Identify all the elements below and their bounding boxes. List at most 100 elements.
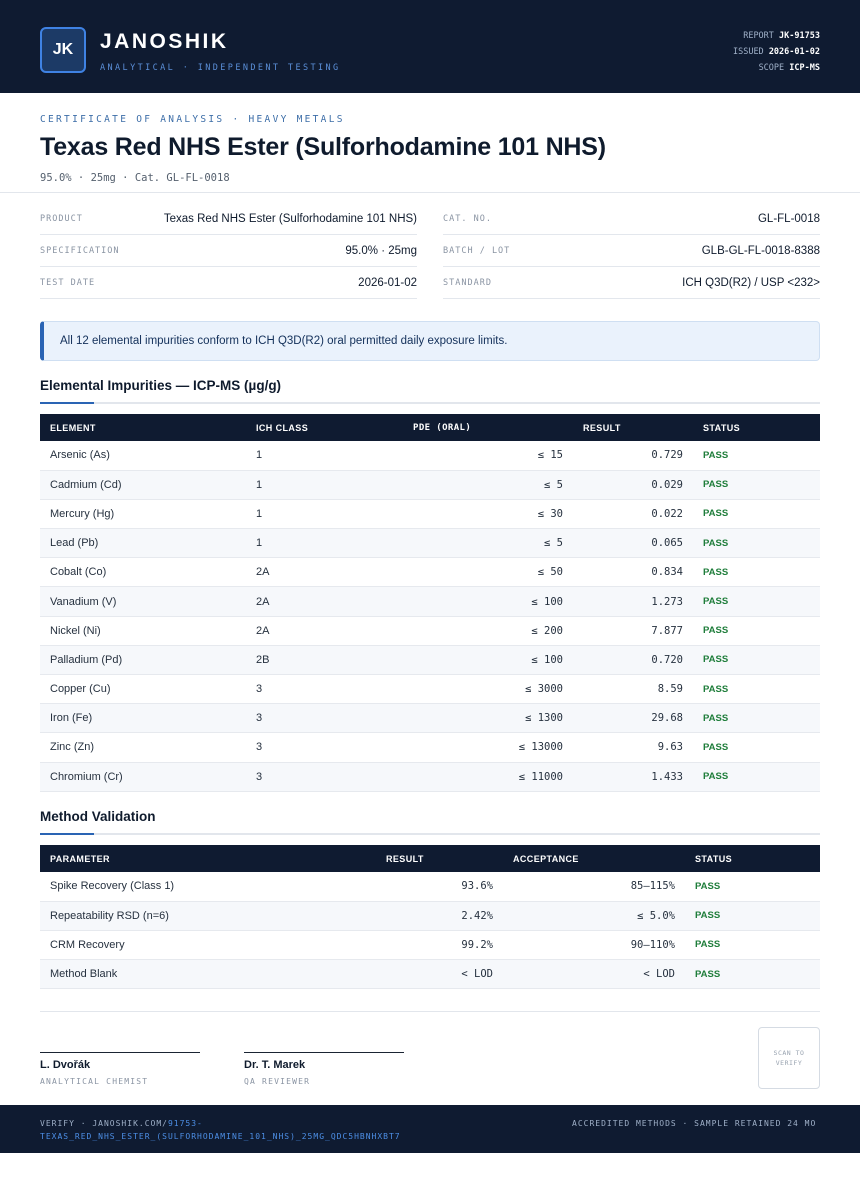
info-label: BATCH / LOT <box>443 245 511 256</box>
verify-prefix: VERIFY · JANOSHIK.COM/ <box>40 1119 168 1128</box>
info-row: TEST DATE 2026-01-02 <box>40 267 417 299</box>
table-cell: ≤ 200 <box>403 616 573 646</box>
table-cell: 90–110% <box>503 930 685 961</box>
info-value: GL-FL-0018 <box>757 212 820 225</box>
table-cell: 29.68 <box>573 703 693 734</box>
table-cell: < LOD <box>503 959 685 990</box>
column-header: ICH CLASS <box>256 422 309 433</box>
report-label: REPORT <box>743 31 774 41</box>
scope-label: SCOPE <box>758 63 785 73</box>
table-cell: 93.6% <box>376 872 503 902</box>
table-cell: 3 <box>246 674 403 705</box>
table-row: Copper (Cu) 3 ≤ 3000 8.59 PASS <box>40 674 820 705</box>
table-header-row: PARAMETER RESULT ACCEPTANCE STATUS <box>40 845 820 872</box>
page-subtitle: 95.0% · 25mg · Cat. GL-FL-0018 <box>40 172 230 184</box>
column-header: STATUS <box>703 422 741 433</box>
brand-name: JANOSHIK <box>100 30 229 53</box>
table-cell: 1 <box>246 441 403 471</box>
table-cell: 8.59 <box>573 674 693 705</box>
table-cell: 3 <box>246 762 403 792</box>
table-row: Mercury (Hg) 1 ≤ 30 0.022 PASS <box>40 499 820 530</box>
verify-line: VERIFY · JANOSHIK.COM/91753-TEXAS_RED_NH… <box>40 1117 460 1143</box>
table-cell: Iron (Fe) <box>40 703 246 734</box>
info-value: GLB-GL-FL-0018-8388 <box>701 244 820 257</box>
status-badge: PASS <box>693 703 820 734</box>
info-value: 95.0% · 25mg <box>345 244 417 257</box>
footer-note: ACCREDITED METHODS · SAMPLE RETAINED 24 … <box>572 1119 817 1128</box>
table-cell: Copper (Cu) <box>40 674 246 705</box>
table-header-row: ELEMENT ICH CLASS PDE (ORAL) RESULT STAT… <box>40 414 820 441</box>
status-badge: PASS <box>693 528 820 559</box>
table-cell: Cadmium (Cd) <box>40 470 246 500</box>
status-badge: PASS <box>693 586 820 617</box>
table-cell: 2A <box>246 616 403 646</box>
page-title: Texas Red NHS Ester (Sulforhodamine 101 … <box>40 133 606 161</box>
table-cell: ≤ 15 <box>403 441 573 471</box>
table-cell: Chromium (Cr) <box>40 762 246 792</box>
divider <box>40 1011 820 1012</box>
impurities-section-title: Elemental Impurities — ICP-MS (µg/g) <box>40 378 282 393</box>
table-cell: Lead (Pb) <box>40 528 246 559</box>
table-cell: Cobalt (Co) <box>40 557 246 588</box>
table-cell: Method Blank <box>40 959 376 990</box>
signature-block: Dr. T. Marek QA REVIEWER <box>244 1052 404 1086</box>
info-row: BATCH / LOT GLB-GL-FL-0018-8388 <box>443 235 820 267</box>
info-row: SPECIFICATION 95.0% · 25mg <box>40 235 417 267</box>
signature-role: ANALYTICAL CHEMIST <box>40 1077 149 1086</box>
table-row: Zinc (Zn) 3 ≤ 13000 9.63 PASS <box>40 732 820 763</box>
table-row: Arsenic (As) 1 ≤ 15 0.729 PASS <box>40 441 820 471</box>
status-badge: PASS <box>693 674 820 705</box>
info-value: Texas Red NHS Ester (Sulforhodamine 101 … <box>163 212 417 225</box>
column-header: ACCEPTANCE <box>513 853 579 864</box>
report-number: JK-91753 <box>779 31 820 41</box>
table-cell: 1.273 <box>573 586 693 617</box>
table-row: Method Blank < LOD < LOD PASS <box>40 959 820 990</box>
qr-verify-placeholder[interactable]: SCAN TO VERIFY <box>758 1027 820 1089</box>
table-cell: 0.029 <box>573 470 693 500</box>
table-row: Lead (Pb) 1 ≤ 5 0.065 PASS <box>40 528 820 559</box>
table-cell: 1 <box>246 499 403 530</box>
status-badge: PASS <box>693 499 820 530</box>
status-badge: PASS <box>685 872 820 902</box>
status-badge: PASS <box>693 762 820 792</box>
table-row: Cobalt (Co) 2A ≤ 50 0.834 PASS <box>40 557 820 588</box>
table-cell: ≤ 1300 <box>403 703 573 734</box>
table-cell: < LOD <box>376 959 503 990</box>
table-cell: Mercury (Hg) <box>40 499 246 530</box>
status-badge: PASS <box>693 441 820 471</box>
status-badge: PASS <box>693 470 820 500</box>
issued-date: 2026-01-02 <box>768 47 820 57</box>
scope-value: ICP-MS <box>789 63 820 73</box>
table-cell: 1 <box>246 470 403 500</box>
document-kicker: CERTIFICATE OF ANALYSIS · HEAVY METALS <box>40 114 345 125</box>
table-cell: 99.2% <box>376 930 503 961</box>
table-cell: 2A <box>246 557 403 588</box>
column-header: RESULT <box>583 422 621 433</box>
logo-badge: JK <box>40 27 86 73</box>
table-cell: ≤ 11000 <box>403 762 573 792</box>
table-row: Spike Recovery (Class 1) 93.6% 85–115% PASS <box>40 872 820 902</box>
table-cell: ≤ 5.0% <box>503 901 685 931</box>
column-header: ELEMENT <box>50 422 96 433</box>
table-cell: 85–115% <box>503 872 685 902</box>
column-header: STATUS <box>695 853 733 864</box>
table-cell: ≤ 100 <box>403 645 573 676</box>
table-cell: 1 <box>246 528 403 559</box>
table-cell: ≤ 100 <box>403 586 573 617</box>
footer-bar: VERIFY · JANOSHIK.COM/91753-TEXAS_RED_NH… <box>0 1105 860 1153</box>
table-row: Iron (Fe) 3 ≤ 1300 29.68 PASS <box>40 703 820 734</box>
verify-link[interactable]: 91753-TEXAS_RED_NHS_ESTER_(SULFORHODAMIN… <box>40 1119 401 1141</box>
table-cell: 0.065 <box>573 528 693 559</box>
issued-label: ISSUED <box>732 47 764 57</box>
table-cell: ≤ 13000 <box>403 732 573 763</box>
table-cell: Spike Recovery (Class 1) <box>40 872 376 902</box>
table-cell: ≤ 3000 <box>403 674 573 705</box>
table-cell: 0.720 <box>573 645 693 676</box>
info-row: CAT. NO. GL-FL-0018 <box>443 203 820 235</box>
info-label: SPECIFICATION <box>40 245 120 256</box>
status-badge: PASS <box>693 645 820 676</box>
column-header: PDE (ORAL) <box>413 422 472 433</box>
info-label: CAT. NO. <box>443 213 492 224</box>
table-cell: CRM Recovery <box>40 930 376 961</box>
status-badge: PASS <box>685 930 820 961</box>
